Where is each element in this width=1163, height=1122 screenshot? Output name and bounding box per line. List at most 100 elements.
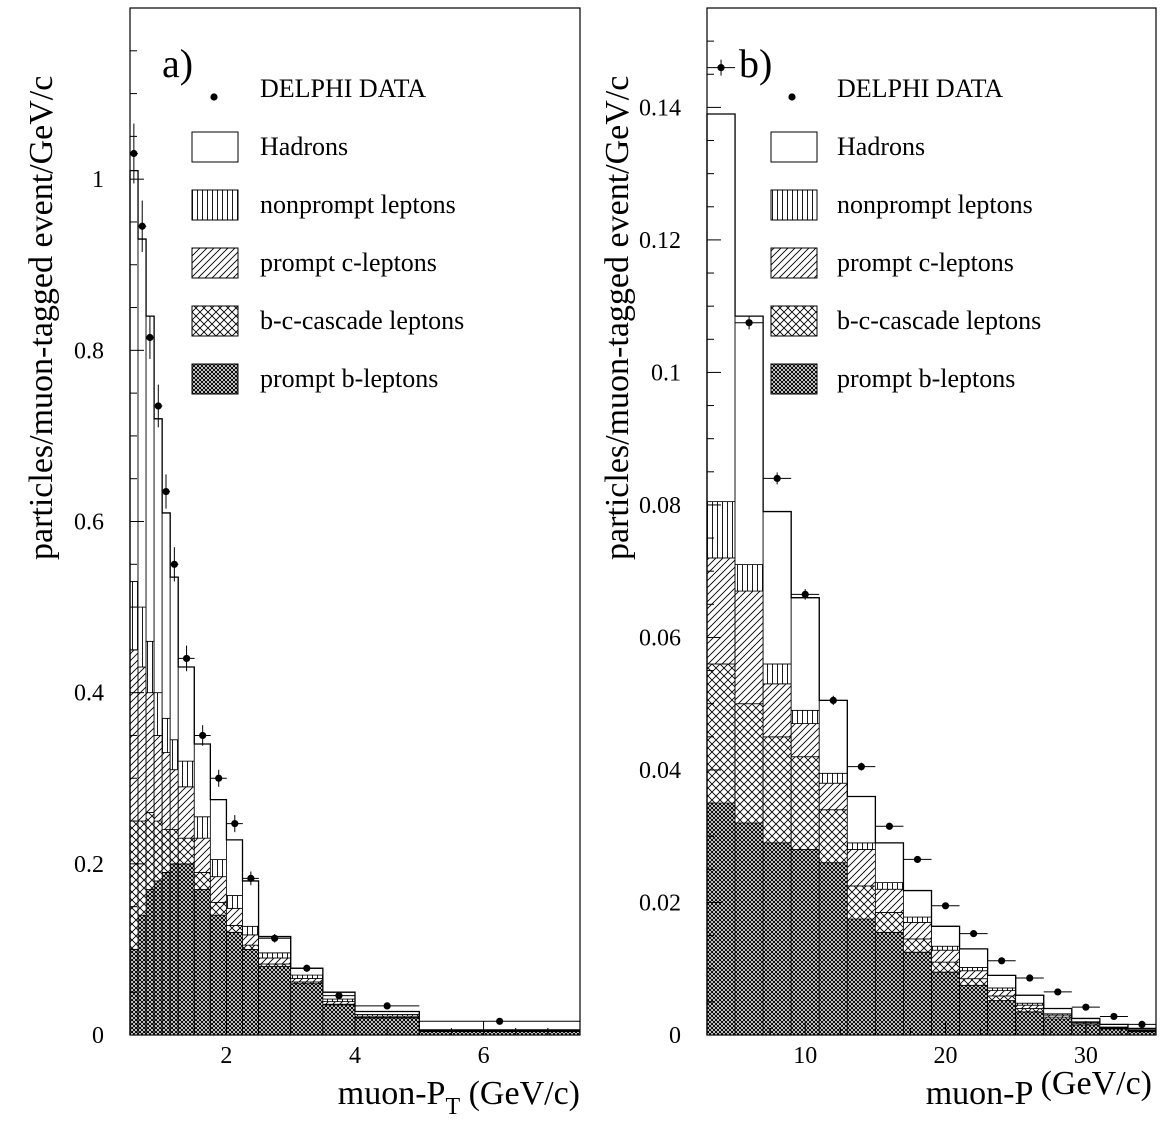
panel-a-bar <box>242 925 259 936</box>
panel-b-bar <box>1015 1004 1045 1009</box>
panel-a-data-point <box>496 1017 504 1025</box>
panel-a-bar <box>161 829 171 873</box>
panel-b-bar <box>1043 1018 1073 1036</box>
panel-b-bar <box>903 938 932 953</box>
panel-a-bar <box>226 925 243 933</box>
panel-b-bar <box>818 862 848 1036</box>
panel-a-bar <box>137 666 147 822</box>
panel-b-x-tick-label: 10 <box>793 1043 817 1069</box>
panel-a-bar <box>226 931 243 1036</box>
panel-b-bar <box>1015 1011 1045 1036</box>
panel-a-data-point <box>130 149 138 158</box>
panel-b-bar <box>987 995 1017 1001</box>
panel-a-y-tick-label: 0.4 <box>74 681 104 707</box>
panel-a-bar <box>153 820 163 882</box>
panel-a-bar <box>226 907 243 926</box>
panel-b-data-point <box>1026 974 1034 982</box>
panel-b-legend-label: Hadrons <box>837 132 925 161</box>
panel-b-frame <box>706 7 1157 1036</box>
panel-a-data-point <box>154 402 162 410</box>
panel-b-x-tick-label: 30 <box>1074 1043 1098 1069</box>
panel-b-legend-label: b-c-cascade leptons <box>837 306 1041 335</box>
panel-a-bar <box>209 914 227 1036</box>
panel-a-bar <box>193 889 211 1036</box>
panel-a-legend-entry: Hadrons <box>191 131 348 163</box>
panel-a-bar <box>209 859 227 878</box>
panel-a-bar <box>177 837 195 865</box>
panel-a-bar <box>242 949 259 1036</box>
panel-a-bar <box>169 829 179 865</box>
panel-b-bar <box>790 723 820 758</box>
panel-a-bar <box>193 743 211 818</box>
panel-b-legend-entry: nonprompt leptons <box>770 189 1033 221</box>
panel-a-legend-label: prompt c-leptons <box>260 248 437 277</box>
panel-b-x-tick-label: 20 <box>934 1043 958 1069</box>
panel-b-data-point <box>941 902 950 910</box>
panel-a-bar <box>258 952 292 959</box>
panel-a-legend-swatch <box>191 363 239 395</box>
panel-a-legend-entry: b-c-cascade leptons <box>191 305 464 337</box>
panel-a-legend-entry: prompt c-leptons <box>191 247 437 279</box>
panel-a-bar <box>161 512 171 719</box>
panel-a-legend-entry: nonprompt leptons <box>191 189 456 221</box>
panel-b-bar <box>987 974 1017 989</box>
panel-b-y-tick-label: 0.02 <box>639 890 681 916</box>
panel-a-bar <box>193 816 211 839</box>
panel-b-legend-label: prompt c-leptons <box>837 248 1014 277</box>
panel-b-y-tick-label: 0.14 <box>639 95 681 121</box>
panel-b-series-hadrons <box>706 113 1157 1031</box>
panel-b-bar <box>818 699 848 774</box>
panel-a-legend-label: prompt b-leptons <box>260 364 438 393</box>
panel-a-bar <box>322 1004 356 1036</box>
panel-b-bars <box>706 113 1157 1036</box>
panel-b-data-point <box>1082 1003 1090 1011</box>
panel-b-x-axis-title-unit: (GeV/c) <box>1032 1065 1152 1102</box>
panel-b-bar <box>959 984 989 1036</box>
panel-b-bar <box>762 842 792 1036</box>
panel-b-data-point <box>801 590 809 598</box>
panel-b-bar <box>874 912 904 933</box>
panel-b-bar <box>846 849 876 887</box>
panel-b-bar <box>903 951 932 1036</box>
panel-a-bar <box>161 752 171 831</box>
panel-a-data-points <box>129 123 580 1025</box>
panel-a-bar <box>177 666 195 762</box>
panel-a-bar <box>129 581 139 651</box>
panel-a-bar <box>193 871 211 890</box>
panel-b-bar <box>818 782 848 811</box>
panel-b-y-tick-label: 0.06 <box>639 625 681 651</box>
panel-b-bar <box>959 967 989 972</box>
panel-b-bar <box>734 590 764 705</box>
panel-a-outline <box>129 169 580 1035</box>
panel-a-bar <box>129 170 139 582</box>
panel-a-data-point <box>199 731 207 740</box>
panel-a-y-tick-label: 0.8 <box>74 338 104 364</box>
panel-b-bar <box>874 888 904 913</box>
panel-b-bar <box>959 948 989 968</box>
panel-a-bar <box>153 692 163 736</box>
panel-b-legend-entry: b-c-cascade leptons <box>770 305 1041 337</box>
panel-b-bar <box>706 802 736 1036</box>
panel-a-bar <box>290 974 324 979</box>
panel-b-bar <box>903 890 932 918</box>
panel-a-bar <box>153 735 163 822</box>
panel-b-bar <box>931 945 960 951</box>
panel-b-legend-swatch <box>770 247 818 279</box>
panel-a-legend-label: b-c-cascade leptons <box>260 306 464 335</box>
panel-a-y-axis-title: particles/muon-tagged event/GeV/c <box>23 76 60 560</box>
panel-b-bar <box>959 978 989 986</box>
panel-a-bar <box>209 799 227 860</box>
panel-a-data-point <box>231 820 239 828</box>
panel-b-bar <box>987 990 1017 997</box>
panel-b-bar <box>1043 1008 1073 1015</box>
panel-b-y-ticks: 0 0.02 0.04 0.06 0.08 0.1 0.12 0.14 <box>639 7 721 1049</box>
panel-b-legend-swatch <box>770 131 818 163</box>
panel-b: 0 0.02 0.04 0.06 0.08 0.1 0.12 0.14 10 20 30 b) D… <box>599 7 1157 1112</box>
panel-b-bar <box>931 925 960 947</box>
panel-b-bar <box>706 663 736 804</box>
panel-b-legend-entry: prompt b-leptons <box>770 363 1015 395</box>
panel-a-legend-label: Hadrons <box>260 132 348 161</box>
panel-a-data-point <box>170 560 178 568</box>
panel-b-legend-entry: DELPHI DATA <box>788 74 1003 103</box>
panel-a-bar <box>290 983 324 1036</box>
